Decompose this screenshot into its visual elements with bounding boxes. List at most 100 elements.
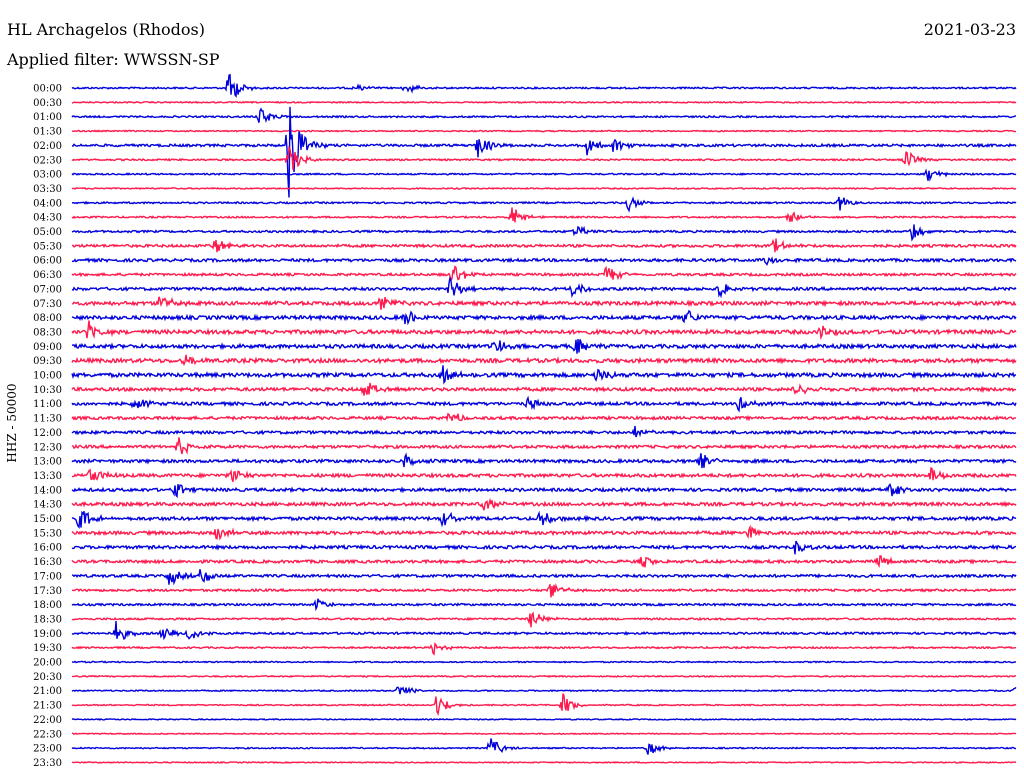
row-label: 03:30 [33, 184, 62, 195]
row-label: 04:30 [33, 213, 62, 224]
trace-0030 [71, 100, 1017, 104]
trace-0330 [71, 186, 1017, 190]
row-label: 21:30 [33, 701, 62, 712]
trace-2030 [71, 674, 1016, 678]
row-label: 15:30 [33, 528, 62, 539]
row-label: 20:30 [33, 672, 62, 683]
row-label: 00:00 [33, 84, 62, 95]
trace-1630 [71, 555, 1017, 568]
row-label: 00:30 [33, 98, 62, 109]
trace-1730 [72, 582, 1017, 598]
trace-0600 [71, 256, 1017, 266]
row-label: 21:00 [33, 686, 62, 697]
trace-1100 [71, 395, 1017, 413]
row-label: 02:00 [33, 141, 62, 152]
row-label: 12:30 [33, 442, 62, 453]
trace-1130 [71, 412, 1017, 422]
row-label: 05:30 [33, 241, 62, 252]
trace-0200 [71, 106, 1017, 198]
row-label: 03:00 [33, 170, 62, 181]
trace-2100 [71, 686, 1017, 695]
row-label: 10:30 [33, 385, 62, 396]
trace-2000 [71, 660, 1017, 664]
row-label: 16:30 [33, 557, 62, 568]
trace-1300 [71, 452, 1017, 469]
trace-0900 [71, 338, 1017, 354]
trace-1500 [71, 510, 1017, 530]
row-label: 04:00 [33, 198, 62, 209]
row-label: 18:30 [33, 614, 62, 625]
row-label: 13:00 [33, 457, 62, 468]
trace-0500 [71, 224, 1017, 242]
row-label: 08:30 [33, 327, 62, 338]
row-label: 23:00 [33, 744, 62, 755]
row-label: 08:00 [33, 313, 62, 324]
row-label: 01:30 [33, 127, 62, 138]
trace-0800 [71, 309, 1017, 326]
trace-0000 [71, 73, 1017, 98]
row-label: 10:00 [33, 371, 62, 382]
row-label: 09:00 [33, 342, 62, 353]
row-label: 20:00 [33, 658, 62, 669]
trace-0230 [71, 145, 1017, 170]
trace-2130 [71, 693, 1017, 717]
row-label: 16:00 [33, 543, 62, 554]
date-label: 2021-03-23 [923, 20, 1016, 39]
trace-1930 [71, 642, 1017, 656]
trace-0730 [71, 296, 1017, 310]
row-label: 07:00 [33, 284, 62, 295]
row-label: 06:30 [33, 270, 62, 281]
row-label: 14:00 [33, 485, 62, 496]
row-label: 14:30 [33, 500, 62, 511]
row-label: 07:30 [33, 299, 62, 310]
station-title: HL Archagelos (Rhodos) [7, 20, 205, 39]
trace-1000 [71, 365, 1017, 385]
row-label: 02:30 [33, 155, 62, 166]
row-label: 18:00 [33, 600, 62, 611]
row-label: 05:00 [33, 227, 62, 238]
trace-1200 [71, 425, 1017, 438]
row-label: 19:30 [33, 643, 62, 654]
row-label: 11:30 [33, 414, 62, 425]
row-label: 23:30 [33, 758, 62, 769]
trace-0100 [71, 107, 1017, 124]
row-label: 17:00 [33, 571, 62, 582]
trace-2230 [72, 732, 1017, 736]
row-label: 13:30 [33, 471, 62, 482]
row-label: 06:00 [33, 256, 62, 267]
trace-1600 [71, 540, 1017, 555]
row-label: 17:30 [33, 586, 62, 597]
trace-1700 [71, 569, 1017, 586]
row-label-group: 00:00 00:30 01:00 01:30 02:00 02:30 03:00 03:30… [33, 84, 62, 769]
filter-label: Applied filter: WWSSN-SP [7, 50, 220, 69]
row-label: 11:00 [33, 399, 62, 410]
row-label: 01:00 [33, 112, 62, 123]
trace-group [71, 73, 1017, 764]
row-label: 22:00 [33, 715, 62, 726]
trace-0300 [71, 168, 1017, 182]
trace-1330 [71, 466, 1017, 483]
trace-0630 [71, 265, 1017, 282]
trace-0700 [71, 277, 1017, 299]
row-label: 12:00 [33, 428, 62, 439]
trace-1900 [71, 621, 1017, 641]
trace-0430 [71, 207, 1017, 223]
trace-1530 [71, 524, 1017, 541]
row-label: 22:30 [33, 729, 62, 740]
trace-1830 [71, 611, 1017, 628]
row-label: 09:30 [33, 356, 62, 367]
trace-1430 [71, 497, 1017, 511]
trace-0400 [71, 196, 1017, 213]
trace-0530 [72, 238, 1017, 253]
trace-1230 [71, 437, 1017, 455]
trace-1800 [71, 598, 1017, 612]
trace-2200 [71, 717, 1017, 721]
trace-0930 [71, 354, 1017, 367]
trace-0130 [71, 129, 1017, 133]
trace-2300 [71, 738, 1016, 755]
row-label: 19:00 [33, 629, 62, 640]
trace-1030 [71, 382, 1017, 396]
trace-2330 [71, 761, 1017, 764]
trace-1400 [71, 483, 1017, 499]
